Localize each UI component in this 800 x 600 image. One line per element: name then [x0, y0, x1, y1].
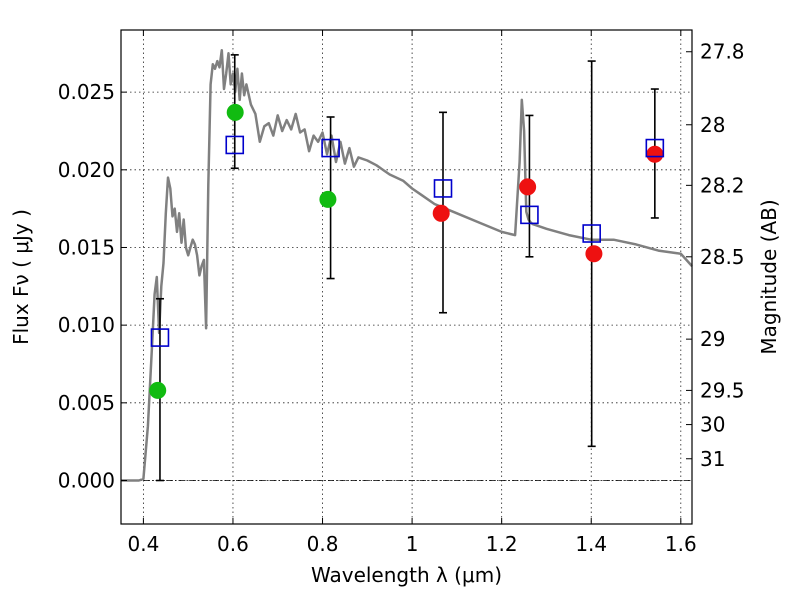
data-point-square [433, 179, 453, 198]
y-tick-label: 0.000 [58, 469, 115, 493]
y2-tick-label: 29.5 [700, 378, 745, 402]
data-point-square [582, 224, 601, 243]
y2-tick-label: 29 [700, 327, 725, 351]
data-point-square [321, 138, 340, 158]
data-point-red [519, 178, 537, 196]
data-point-green [319, 190, 337, 208]
x-axis-label: Wavelength λ (μm) [311, 563, 502, 587]
data-point-green [149, 381, 167, 399]
data-point-red [585, 245, 603, 263]
tick-layer: 0.4 0.6 0.8 1 1.2 1.4 1.6 0.000 0.005 0.010 0.015 0… [58, 30, 745, 556]
x-tick-label: 1.4 [575, 532, 607, 556]
x-tick-label: 1.2 [486, 532, 518, 556]
y-axis-label: Flux Fν ( μJy ) [9, 209, 33, 345]
y2-tick-label: 28.5 [700, 245, 745, 269]
data-point-square [520, 205, 539, 225]
data-point-red [646, 145, 664, 163]
model-spectrum-line [121, 48, 693, 482]
y-tick-label: 0.010 [58, 313, 115, 337]
y2-axis-label: Magnitude (AB) [757, 199, 781, 354]
y2-tick-label: 27.8 [700, 40, 745, 64]
plot-frame [120, 29, 693, 525]
y2-tick-label: 31 [700, 447, 725, 471]
x-tick-label: 1.6 [665, 532, 697, 556]
x-tick-label: 0.8 [307, 532, 339, 556]
y2-tick-label: 28 [700, 113, 725, 137]
x-tick-label: 0.4 [127, 532, 159, 556]
y-tick-label: 0.005 [58, 391, 115, 415]
marker-layer [149, 103, 665, 399]
y2-tick-label: 30 [700, 413, 725, 437]
x-tick-label: 1 [406, 532, 419, 556]
data-point-red [432, 204, 450, 222]
data-point-square [225, 135, 245, 155]
y-tick-label: 0.020 [58, 158, 115, 182]
y2-tick-label: 28.2 [700, 173, 745, 197]
y-tick-label: 0.015 [58, 235, 115, 259]
x-tick-label: 0.6 [217, 532, 249, 556]
data-point-green [226, 103, 244, 121]
data-point-square [645, 138, 665, 158]
model-spectrum-layer [121, 48, 693, 482]
data-point-square [150, 328, 170, 347]
y-tick-label: 0.025 [58, 80, 115, 104]
